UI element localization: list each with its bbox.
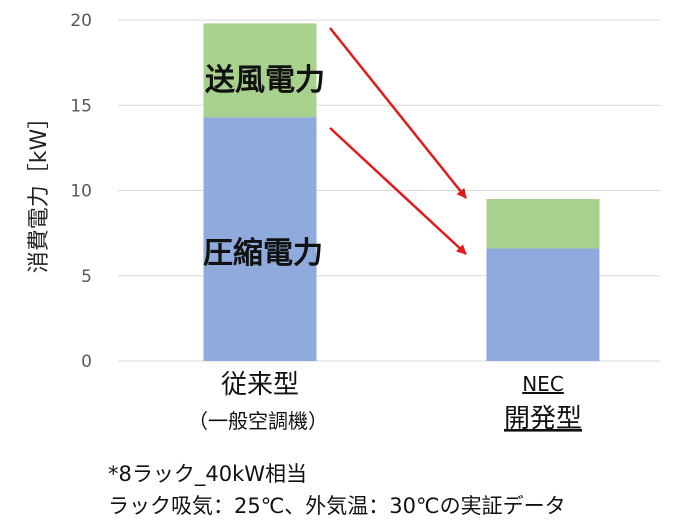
y-tick-label: 20 [70, 11, 92, 31]
footnote-rack-capacity: *8ラック_40kW相当 [108, 462, 308, 486]
category-sublabel-nec: 開発型 [504, 404, 582, 434]
stacked-bar-chart: 0 5 10 15 20 消費電力［kW］ 送風電力 圧縮電力 従来型 （一般空調機） … [27, 11, 660, 434]
bar-segment-compressor-1 [486, 248, 600, 361]
footnote-test-conditions: ラック吸気：25℃、外気温：30℃の実証データ [108, 494, 566, 518]
category-sublabel-conventional: （一般空調機） [188, 409, 328, 433]
bar-segment-blower-0 [203, 23, 317, 118]
segment-labels: 送風電力 圧縮電力 [203, 63, 325, 271]
arrow-blower-reduction [329, 27, 467, 199]
series-label-blower: 送風電力 [205, 63, 325, 98]
x-axis-categories: 従来型 （一般空調機） NEC 開発型 [188, 370, 582, 434]
bars [203, 23, 600, 361]
y-axis-label: 消費電力［kW］ [27, 107, 52, 274]
bar-segment-blower-1 [486, 199, 600, 249]
y-tick-label: 15 [70, 96, 92, 116]
category-label-conventional: 従来型 [221, 370, 299, 400]
series-label-compressor: 圧縮電力 [203, 236, 323, 271]
bar-segment-compressor-0 [203, 117, 317, 361]
y-tick-label: 5 [81, 267, 92, 287]
annotation-arrows [329, 27, 467, 255]
arrow-compressor-reduction [329, 127, 467, 255]
y-axis-ticks: 0 5 10 15 20 [70, 11, 92, 372]
y-tick-label: 10 [70, 182, 92, 202]
category-label-nec: NEC [522, 372, 564, 396]
y-tick-label: 0 [81, 352, 92, 372]
